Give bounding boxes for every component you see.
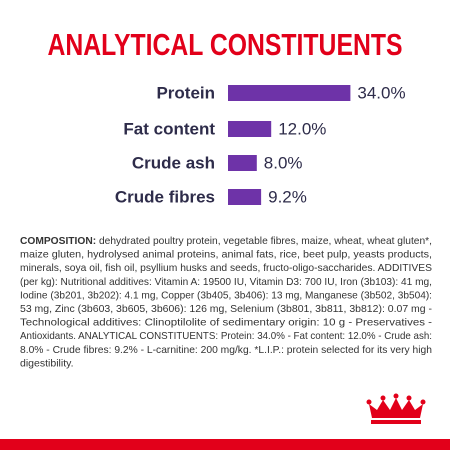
composition-line: COMPOSITION: dehydrated poultry protein,… <box>20 235 432 247</box>
composition-text: (per kg): Nutritional additives: Vitamin… <box>20 276 432 288</box>
value-label: 34.0% <box>357 83 405 102</box>
value-label: 12.0% <box>278 119 326 138</box>
value-label: 8.0% <box>264 153 303 172</box>
composition-line: minerals, soya oil, fish oil, psyllium h… <box>20 262 432 274</box>
value-label: 9.2% <box>268 187 307 206</box>
bar <box>228 85 351 101</box>
bar <box>228 121 272 137</box>
footer-band <box>0 439 450 450</box>
composition-text: minerals, soya oil, fish oil, psyllium h… <box>20 262 432 274</box>
composition-text: Technological additives: Clinoptilolite … <box>20 317 433 329</box>
composition-text: Iodine (3b201, 3b202): 4.1 mg, Copper (3… <box>20 289 432 301</box>
category-label: Crude fibres <box>115 187 215 206</box>
composition-heading: COMPOSITION: <box>20 235 96 247</box>
chart-title: ANALYTICAL CONSTITUENTS <box>48 27 403 62</box>
bar-chart: Protein 34.0% Fat content 12.0% Crude ash 8.0… <box>115 83 406 206</box>
composition-text: maize gluten, hydrolysed animal proteins… <box>20 249 432 261</box>
composition-text: digestibility. <box>20 357 74 369</box>
composition-line: 53 mg, Zinc (3b603, 3b605, 3b606): 126 m… <box>20 303 432 315</box>
composition-text: dehydrated poultry protein, vegetable fi… <box>96 235 432 247</box>
composition-line: (per kg): Nutritional additives: Vitamin… <box>20 276 432 288</box>
composition-line: 8.0% - Crude fibres: 9.2% - L-carnitine:… <box>20 344 432 356</box>
composition-text: 53 mg, Zinc (3b603, 3b605, 3b606): 126 m… <box>20 303 432 315</box>
bar <box>228 189 262 205</box>
category-label: Protein <box>156 83 215 102</box>
composition-text: 8.0% - Crude fibres: 9.2% - L-carnitine:… <box>20 344 432 356</box>
composition-line: Iodine (3b201, 3b202): 4.1 mg, Copper (3… <box>20 289 432 301</box>
bar <box>228 155 257 171</box>
brand-logo <box>366 393 426 424</box>
composition: COMPOSITION: dehydrated poultry protein,… <box>20 235 433 369</box>
composition-line: Technological additives: Clinoptilolite … <box>20 317 433 329</box>
composition-line: maize gluten, hydrolysed animal proteins… <box>20 249 432 261</box>
category-label: Crude ash <box>132 153 215 172</box>
category-label: Fat content <box>123 119 215 138</box>
composition-line: Antioxidants. ANALYTICAL CONSTITUENTS: P… <box>20 330 432 342</box>
composition-text: Antioxidants. ANALYTICAL CONSTITUENTS: P… <box>20 330 432 342</box>
composition-line: digestibility. <box>20 357 74 369</box>
